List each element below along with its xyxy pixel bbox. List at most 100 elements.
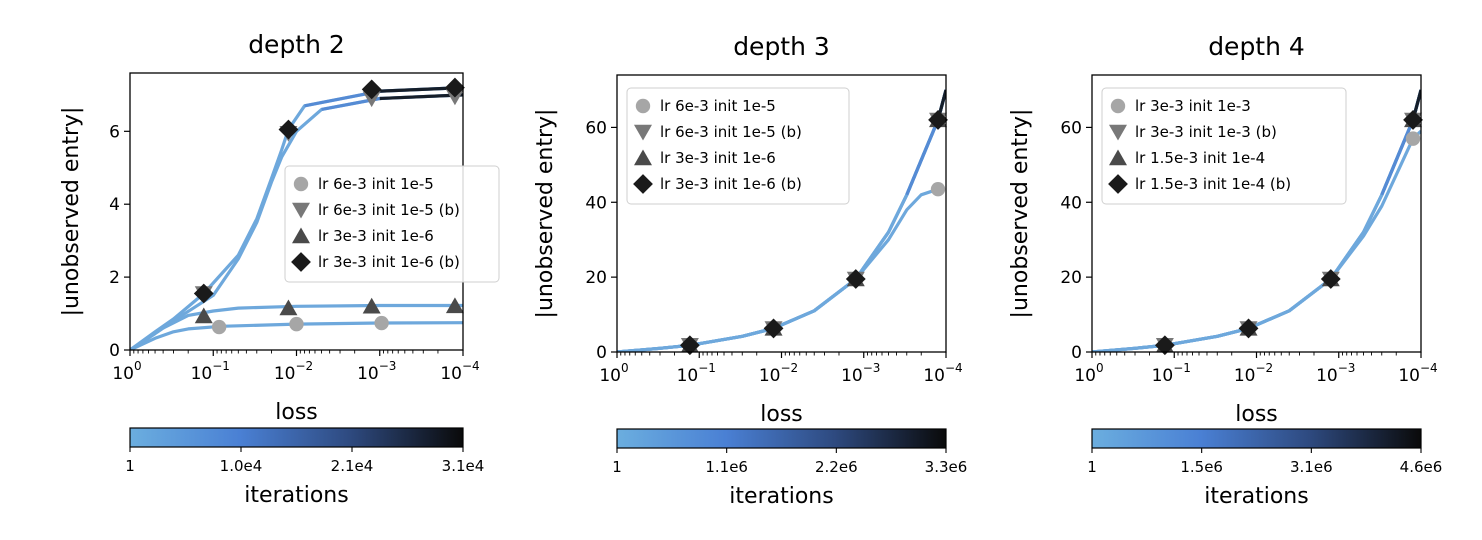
data-point xyxy=(928,110,948,130)
y-axis-label: |unobserved entry| xyxy=(59,107,84,317)
legend: lr 6e-3 init 1e-5 lr 6e-3 init 1e-5 (b) lr… xyxy=(284,165,500,283)
legend-box xyxy=(626,87,850,205)
legend-box xyxy=(284,165,500,283)
series-line-tail xyxy=(905,89,946,196)
legend-label: lr 6e-3 init 1e-5 xyxy=(318,175,434,193)
legend: lr 3e-3 init 1e-3 lr 3e-3 init 1e-3 (b) lr… xyxy=(1101,87,1347,205)
curves xyxy=(1092,89,1421,352)
y-tick-label: 2 xyxy=(109,268,120,288)
y-tick-label: 20 xyxy=(1060,268,1082,288)
colorbar: 1 1.0e4 2.1e4 3.1e4 iterations xyxy=(125,427,484,508)
y-tick-label: 6 xyxy=(109,122,120,142)
y-tick-label: 0 xyxy=(109,341,120,361)
chart-title: depth 3 xyxy=(733,32,830,61)
legend-marker xyxy=(1108,174,1128,194)
legend-box xyxy=(1101,87,1347,205)
y-tick-label: 0 xyxy=(596,343,607,363)
colorbar-tick-label: 1 xyxy=(612,458,622,476)
colorbar-label: iterations xyxy=(1204,484,1308,509)
colorbar-tick-label: 1.5e6 xyxy=(1180,458,1223,476)
legend-label: lr 6e-3 init 1e-5 xyxy=(660,97,776,115)
data-point xyxy=(845,269,866,289)
x-tick-label: 10−2 xyxy=(1234,361,1273,386)
x-tick-label: 10−3 xyxy=(357,359,396,384)
legend-label: lr 6e-3 init 1e-5 (b) xyxy=(318,201,460,219)
y-tick-label: 60 xyxy=(585,118,607,138)
legend-label: lr 3e-3 init 1e-3 xyxy=(1135,97,1251,115)
legend-marker xyxy=(635,98,651,114)
data-point xyxy=(1403,110,1423,130)
legend-marker xyxy=(634,149,652,166)
colorbar-tick-label: 1 xyxy=(125,457,135,475)
legend-label: lr 1.5e-3 init 1e-4 xyxy=(1135,149,1265,167)
colorbar-gradient xyxy=(1091,428,1422,449)
y-tick-label: 20 xyxy=(585,268,607,288)
data-point xyxy=(211,319,227,335)
legend-marker xyxy=(292,227,310,244)
colorbar-label: iterations xyxy=(729,484,833,509)
colorbar-tick-label: 1 xyxy=(1087,458,1097,476)
x-tick-label: 100 xyxy=(112,359,141,384)
series-line xyxy=(130,303,463,350)
y-axis-label: |unobserved entry| xyxy=(533,109,558,319)
colorbar-tick-label: 2.2e6 xyxy=(815,458,858,476)
y-tick-label: 4 xyxy=(109,195,120,215)
legend-label: lr 6e-3 init 1e-5 (b) xyxy=(660,123,802,141)
legend-marker xyxy=(1110,98,1126,114)
colorbar-gradient xyxy=(129,427,464,448)
chart-title: depth 2 xyxy=(248,30,345,59)
colorbar-tick-label: 4.6e6 xyxy=(1400,458,1443,476)
x-tick-label: 10−2 xyxy=(274,359,313,384)
legend-marker xyxy=(1109,149,1127,166)
legend-label: lr 3e-3 init 1e-6 xyxy=(318,227,434,245)
chart-title: depth 4 xyxy=(1208,32,1305,61)
data-point xyxy=(1405,131,1421,146)
x-tick-label: 10−4 xyxy=(923,361,962,386)
x-tick-label: 10−4 xyxy=(440,359,479,384)
colorbar-tick-label: 1.1e6 xyxy=(705,458,748,476)
y-tick-label: 60 xyxy=(1060,118,1082,138)
legend-label: lr 3e-3 init 1e-6 (b) xyxy=(318,253,460,271)
data-point xyxy=(1320,269,1341,289)
x-tick-label: 10−1 xyxy=(677,361,716,386)
data-point xyxy=(362,297,381,314)
data-point xyxy=(1238,318,1259,339)
x-tick-label: 10−3 xyxy=(841,361,880,386)
data-point xyxy=(361,79,382,100)
y-tick-label: 40 xyxy=(1060,193,1082,213)
y-tick-label: 40 xyxy=(585,193,607,213)
colorbar: 1 1.1e6 2.2e6 3.3e6 iterations xyxy=(612,428,968,509)
data-point xyxy=(763,318,784,339)
panel-2: 100 10−1 10−2 10−3 10−4 0 20 40 60 depth 3 loss |un… xyxy=(533,32,967,509)
legend-label: lr 1.5e-3 init 1e-4 (b) xyxy=(1135,175,1291,193)
x-tick-label: 10−4 xyxy=(1398,361,1437,386)
colorbar-tick-label: 3.3e6 xyxy=(925,458,968,476)
x-axis-label: loss xyxy=(1235,402,1278,427)
data-point xyxy=(445,297,464,314)
legend-label: lr 3e-3 init 1e-6 (b) xyxy=(660,175,802,193)
colorbar-gradient xyxy=(616,428,947,449)
x-axis-label: loss xyxy=(760,402,803,427)
data-point xyxy=(1154,335,1175,356)
curves xyxy=(617,89,946,352)
data-point xyxy=(445,77,465,98)
x-tick-label: 100 xyxy=(599,361,628,386)
legend-marker xyxy=(633,174,653,194)
y-axis-label: |unobserved entry| xyxy=(1008,109,1033,319)
data-point xyxy=(289,316,304,332)
curves xyxy=(130,86,463,350)
x-axis-label: loss xyxy=(275,400,318,425)
legend-label: lr 3e-3 init 1e-6 xyxy=(660,149,776,167)
series-line xyxy=(130,321,463,350)
legend-marker xyxy=(292,202,310,219)
data-point xyxy=(194,307,213,324)
legend-label: lr 3e-3 init 1e-3 (b) xyxy=(1135,123,1277,141)
colorbar-label: iterations xyxy=(244,483,348,508)
x-tick-label: 10−3 xyxy=(1316,361,1355,386)
colorbar-tick-label: 1.0e4 xyxy=(220,457,263,475)
data-point xyxy=(193,283,214,304)
data-point xyxy=(279,299,298,316)
y-tick-label: 0 xyxy=(1071,343,1082,363)
x-tick-label: 100 xyxy=(1074,361,1103,386)
